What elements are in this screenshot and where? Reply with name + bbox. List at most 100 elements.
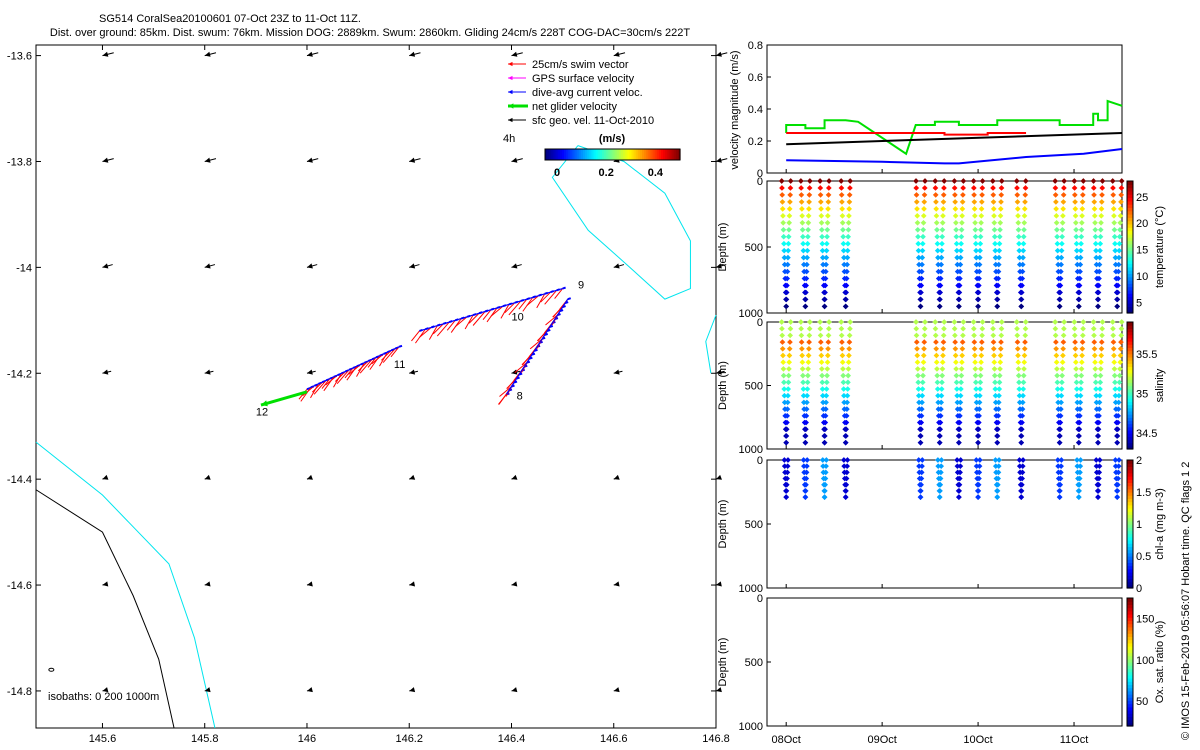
salinity-data-point: [1109, 319, 1116, 325]
salinity-data-point: [1016, 379, 1022, 386]
map-colorbar-cell: [650, 149, 654, 160]
salinity-data-point: [919, 386, 926, 392]
temperature-data-point: [825, 185, 832, 191]
dac-vector: [383, 351, 387, 355]
salinity-data-point: [940, 352, 946, 359]
salinity-data-point: [782, 419, 789, 426]
chl-data-point: [1058, 457, 1065, 463]
dac-vector: [520, 298, 525, 302]
geo-velocity-arrow-head: [716, 157, 722, 163]
temperature-data-point: [918, 275, 925, 282]
map-colorbar-cell: [631, 149, 635, 160]
temperature-data-point: [817, 185, 824, 191]
salinity-data-point: [1056, 439, 1063, 446]
salinity-data-point: [840, 366, 846, 372]
temperature-data-point: [1076, 289, 1083, 296]
swim-vector: [369, 355, 381, 370]
swim-vector: [371, 353, 384, 365]
salinity-data-point: [921, 339, 928, 345]
salinity-data-point: [998, 332, 1005, 339]
salinity-data-point: [1017, 413, 1024, 419]
salinity-data-point: [1077, 392, 1084, 399]
salinity-data-point: [1110, 332, 1117, 339]
dac-vector: [526, 297, 531, 301]
temperature-data-point: [1075, 303, 1082, 310]
oxygen-colorbar-label: Ox. sat. ratio (%): [1154, 621, 1166, 704]
chl-data-point: [976, 463, 983, 470]
swim-vector: [313, 379, 327, 395]
temperature-data-point: [971, 206, 978, 212]
velocity-y-tick-label: 0.2: [748, 136, 763, 148]
temperature-data-point: [1075, 296, 1082, 303]
salinity-data-point: [972, 352, 978, 359]
temperature-data-point: [952, 206, 959, 212]
salinity-colorbar-cell: [1127, 372, 1133, 377]
salinity-data-point: [802, 426, 808, 433]
temperature-data-point: [798, 192, 805, 198]
salinity-data-point: [1075, 439, 1082, 446]
oxygen-colorbar-cell: [1127, 607, 1133, 612]
salinity-data-point: [805, 372, 811, 379]
temperature-data-point: [803, 289, 809, 296]
salinity-data-point: [951, 319, 958, 325]
salinity-data-point: [952, 332, 958, 339]
salinity-data-point: [1098, 339, 1105, 345]
chl-data-point: [1115, 469, 1122, 476]
temperature-data-point: [1056, 303, 1063, 310]
salinity-data-point: [1078, 379, 1084, 386]
temperature-data-point: [800, 240, 806, 247]
salinity-colorbar-cell: [1127, 426, 1133, 431]
chl-data-point: [785, 457, 791, 463]
salinity-data-point: [1113, 426, 1120, 433]
geo-velocity-arrow-head: [409, 474, 416, 480]
temperature-data-point: [936, 303, 943, 310]
oxygen-colorbar-cell: [1127, 617, 1133, 621]
temperature-data-point: [1060, 206, 1066, 212]
salinity-data-point: [974, 426, 981, 433]
chl-colorbar-cell: [1127, 549, 1133, 554]
temperature-data-point: [822, 282, 829, 289]
temperature-data-point: [913, 199, 920, 205]
salinity-data-point: [1092, 366, 1099, 372]
temperature-data-point: [843, 289, 850, 296]
salinity-data-point: [1093, 406, 1100, 412]
salinity-data-point: [976, 413, 982, 419]
chl-data-point: [1114, 488, 1121, 494]
temperature-colorbar-cell: [1127, 266, 1133, 271]
salinity-data-point: [1117, 359, 1124, 366]
salinity-data-point: [975, 433, 981, 439]
temperature-ylabel: Depth (m): [717, 223, 729, 272]
salinity-data-point: [972, 372, 979, 379]
temperature-data-point: [1016, 247, 1023, 254]
salinity-data-point: [1060, 352, 1066, 359]
salinity-colorbar-cell: [1127, 439, 1133, 444]
temperature-data-point: [825, 199, 832, 205]
chl-colorbar-cell: [1127, 498, 1133, 503]
salinity-data-point: [990, 339, 997, 345]
salinity-data-point: [971, 339, 978, 345]
temperature-data-point: [998, 178, 1005, 184]
temperature-data-point: [995, 275, 1002, 282]
map-colorbar-cell: [656, 149, 660, 160]
swim-vector: [520, 358, 530, 373]
salinity-data-point: [1055, 392, 1061, 399]
temperature-data-point: [786, 219, 793, 226]
temperature-data-point: [938, 268, 944, 275]
temperature-data-point: [921, 199, 928, 205]
temperature-data-point: [1076, 275, 1083, 282]
chl-data-point: [992, 457, 999, 463]
swim-vector: [552, 302, 566, 318]
temperature-data-point: [990, 192, 997, 198]
temperature-data-point: [1096, 254, 1103, 261]
salinity-data-point: [971, 345, 978, 352]
geo-velocity-arrow-head: [306, 263, 313, 269]
chl-data-point: [1074, 463, 1081, 470]
temperature-data-point: [1059, 240, 1065, 247]
temperature-colorbar-tick-label: 15: [1136, 245, 1148, 257]
salinity-colorbar-cell: [1127, 401, 1133, 406]
map-x-tick-label: 146.6: [600, 733, 628, 745]
temperature-data-point: [977, 247, 983, 254]
salinity-data-point: [976, 399, 983, 406]
temperature-data-point: [1114, 296, 1120, 303]
salinity-colorbar-cell: [1127, 391, 1133, 396]
